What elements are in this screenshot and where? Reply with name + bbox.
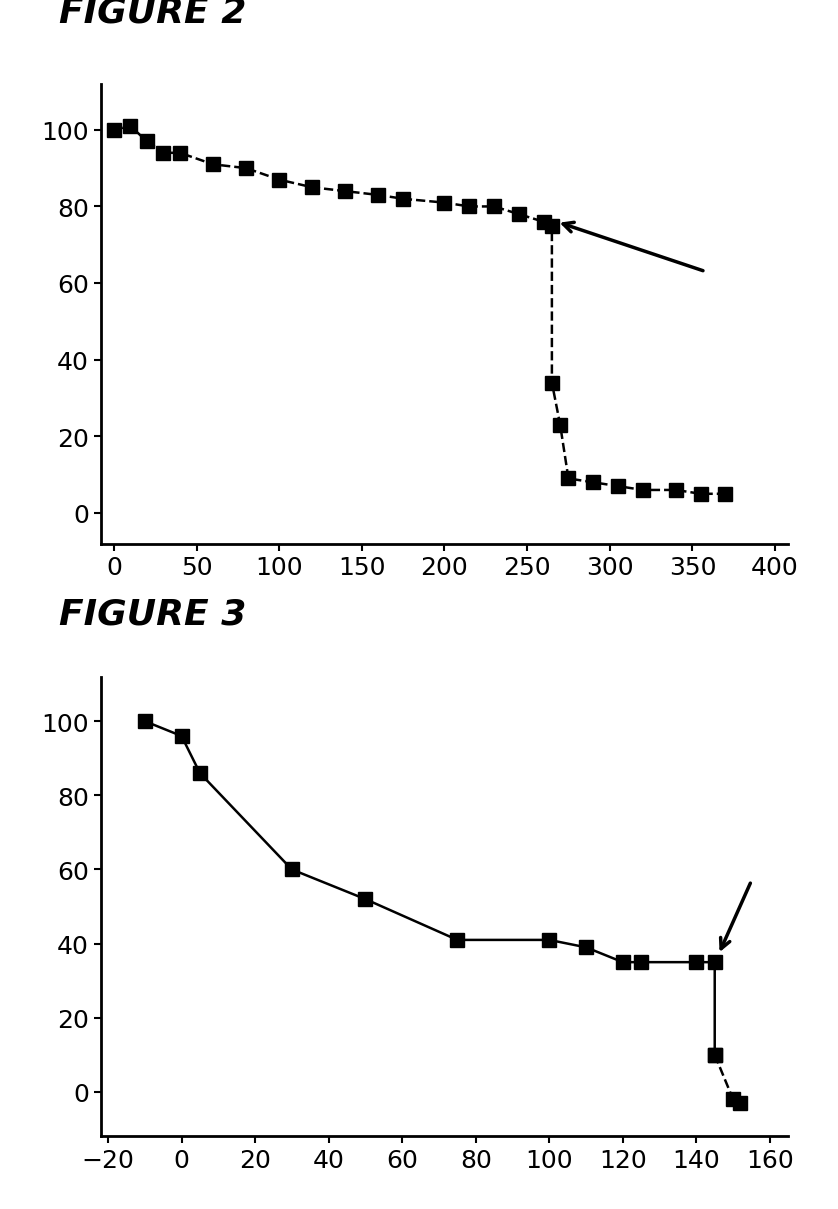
Text: FIGURE 3: FIGURE 3 — [59, 597, 246, 631]
Text: FIGURE 2: FIGURE 2 — [59, 0, 246, 29]
